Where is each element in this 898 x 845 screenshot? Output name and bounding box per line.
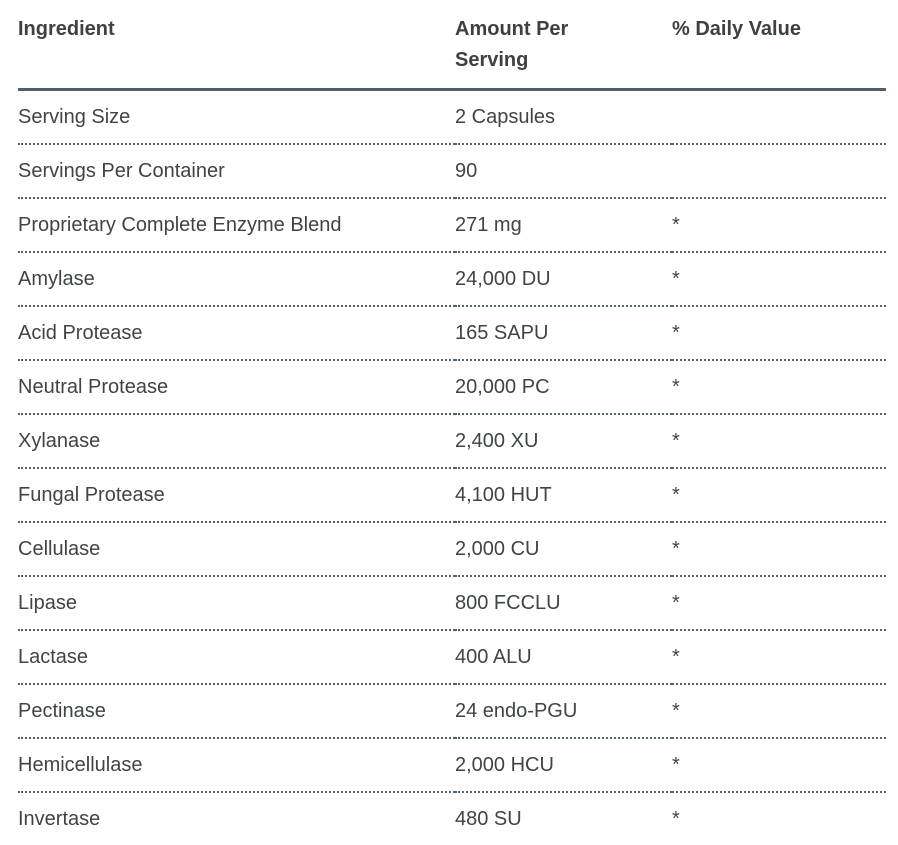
ingredient-cell: Pectinase <box>18 684 455 738</box>
amount-cell: 400 ALU <box>455 630 672 684</box>
table-row: Amylase 24,000 DU * <box>18 252 886 306</box>
ingredient-cell: Proprietary Complete Enzyme Blend <box>18 198 455 252</box>
amount-cell: 2,000 HCU <box>455 738 672 792</box>
ingredient-cell: Cellulase <box>18 522 455 576</box>
table-row: Proprietary Complete Enzyme Blend 271 mg… <box>18 198 886 252</box>
amount-cell: 24,000 DU <box>455 252 672 306</box>
amount-cell: 800 FCCLU <box>455 576 672 630</box>
daily-value-cell: * <box>672 252 886 306</box>
table-row: Acid Protease 165 SAPU * <box>18 306 886 360</box>
table-row: Servings Per Container 90 <box>18 144 886 198</box>
daily-value-cell: * <box>672 198 886 252</box>
amount-cell: 20,000 PC <box>455 360 672 414</box>
daily-value-cell: * <box>672 414 886 468</box>
table-row: Pectinase 24 endo-PGU * <box>18 684 886 738</box>
ingredient-cell: Invertase <box>18 792 455 845</box>
ingredient-cell: Lipase <box>18 576 455 630</box>
ingredient-cell: Fungal Protease <box>18 468 455 522</box>
daily-value-cell <box>672 90 886 145</box>
daily-value-cell: * <box>672 360 886 414</box>
ingredient-cell: Hemicellulase <box>18 738 455 792</box>
column-header-ingredient: Ingredient <box>18 14 455 90</box>
amount-cell: 271 mg <box>455 198 672 252</box>
table-row: Fungal Protease 4,100 HUT * <box>18 468 886 522</box>
header-row: Ingredient Amount Per Serving % Daily Va… <box>18 14 886 90</box>
table-row: Invertase 480 SU * <box>18 792 886 845</box>
amount-cell: 4,100 HUT <box>455 468 672 522</box>
amount-cell: 24 endo-PGU <box>455 684 672 738</box>
table-row: Hemicellulase 2,000 HCU * <box>18 738 886 792</box>
table-header: Ingredient Amount Per Serving % Daily Va… <box>18 14 886 90</box>
ingredient-cell: Neutral Protease <box>18 360 455 414</box>
daily-value-cell: * <box>672 522 886 576</box>
daily-value-cell: * <box>672 468 886 522</box>
amount-cell: 2 Capsules <box>455 90 672 145</box>
column-header-amount-per-serving: Amount Per Serving <box>455 14 672 90</box>
amount-cell: 165 SAPU <box>455 306 672 360</box>
ingredient-cell: Amylase <box>18 252 455 306</box>
daily-value-cell: * <box>672 738 886 792</box>
table-row: Neutral Protease 20,000 PC * <box>18 360 886 414</box>
amount-cell: 90 <box>455 144 672 198</box>
ingredient-cell: Servings Per Container <box>18 144 455 198</box>
daily-value-cell: * <box>672 576 886 630</box>
daily-value-cell: * <box>672 792 886 845</box>
table-row: Lactase 400 ALU * <box>18 630 886 684</box>
table-row: Serving Size 2 Capsules <box>18 90 886 145</box>
column-header-daily-value: % Daily Value <box>672 14 886 90</box>
daily-value-cell: * <box>672 684 886 738</box>
ingredient-cell: Xylanase <box>18 414 455 468</box>
amount-cell: 2,400 XU <box>455 414 672 468</box>
daily-value-cell <box>672 144 886 198</box>
table-row: Cellulase 2,000 CU * <box>18 522 886 576</box>
ingredient-cell: Acid Protease <box>18 306 455 360</box>
table-row: Lipase 800 FCCLU * <box>18 576 886 630</box>
table-row: Xylanase 2,400 XU * <box>18 414 886 468</box>
column-header-amount-label: Amount Per Serving <box>455 14 605 76</box>
daily-value-cell: * <box>672 630 886 684</box>
table-body: Serving Size 2 Capsules Servings Per Con… <box>18 90 886 845</box>
ingredient-cell: Lactase <box>18 630 455 684</box>
amount-cell: 2,000 CU <box>455 522 672 576</box>
ingredient-cell: Serving Size <box>18 90 455 145</box>
amount-cell: 480 SU <box>455 792 672 845</box>
daily-value-cell: * <box>672 306 886 360</box>
supplement-facts-table: Ingredient Amount Per Serving % Daily Va… <box>18 14 886 845</box>
